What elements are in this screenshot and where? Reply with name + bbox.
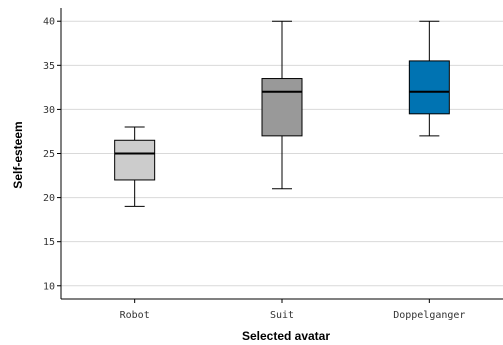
y-tick-label: 25: [43, 149, 55, 160]
iqr-box: [408, 60, 450, 115]
y-tick-label: 15: [43, 237, 55, 248]
x-tick-label: Doppelganger: [393, 310, 465, 321]
y-tick-label: 30: [43, 105, 55, 116]
box-robot: [114, 126, 156, 207]
x-tick-label: Suit: [270, 310, 294, 321]
y-tick-label: 40: [43, 17, 55, 28]
iqr-box: [261, 78, 303, 137]
x-tick-label: Robot: [120, 310, 150, 321]
box-doppelganger: [408, 20, 450, 137]
y-ticks: 10 15 20 25 30 35 40: [43, 17, 61, 292]
iqr-box: [114, 139, 156, 181]
box-suit: [261, 20, 303, 190]
y-tick-label: 20: [43, 193, 55, 204]
boxes: [114, 20, 450, 207]
x-axis-title: Selected avatar: [242, 329, 330, 343]
x-ticks: Robot Suit Doppelganger: [120, 299, 465, 321]
y-tick-label: 35: [43, 61, 55, 72]
y-axis-title: Self-esteem: [11, 121, 25, 188]
y-tick-label: 10: [43, 281, 55, 292]
